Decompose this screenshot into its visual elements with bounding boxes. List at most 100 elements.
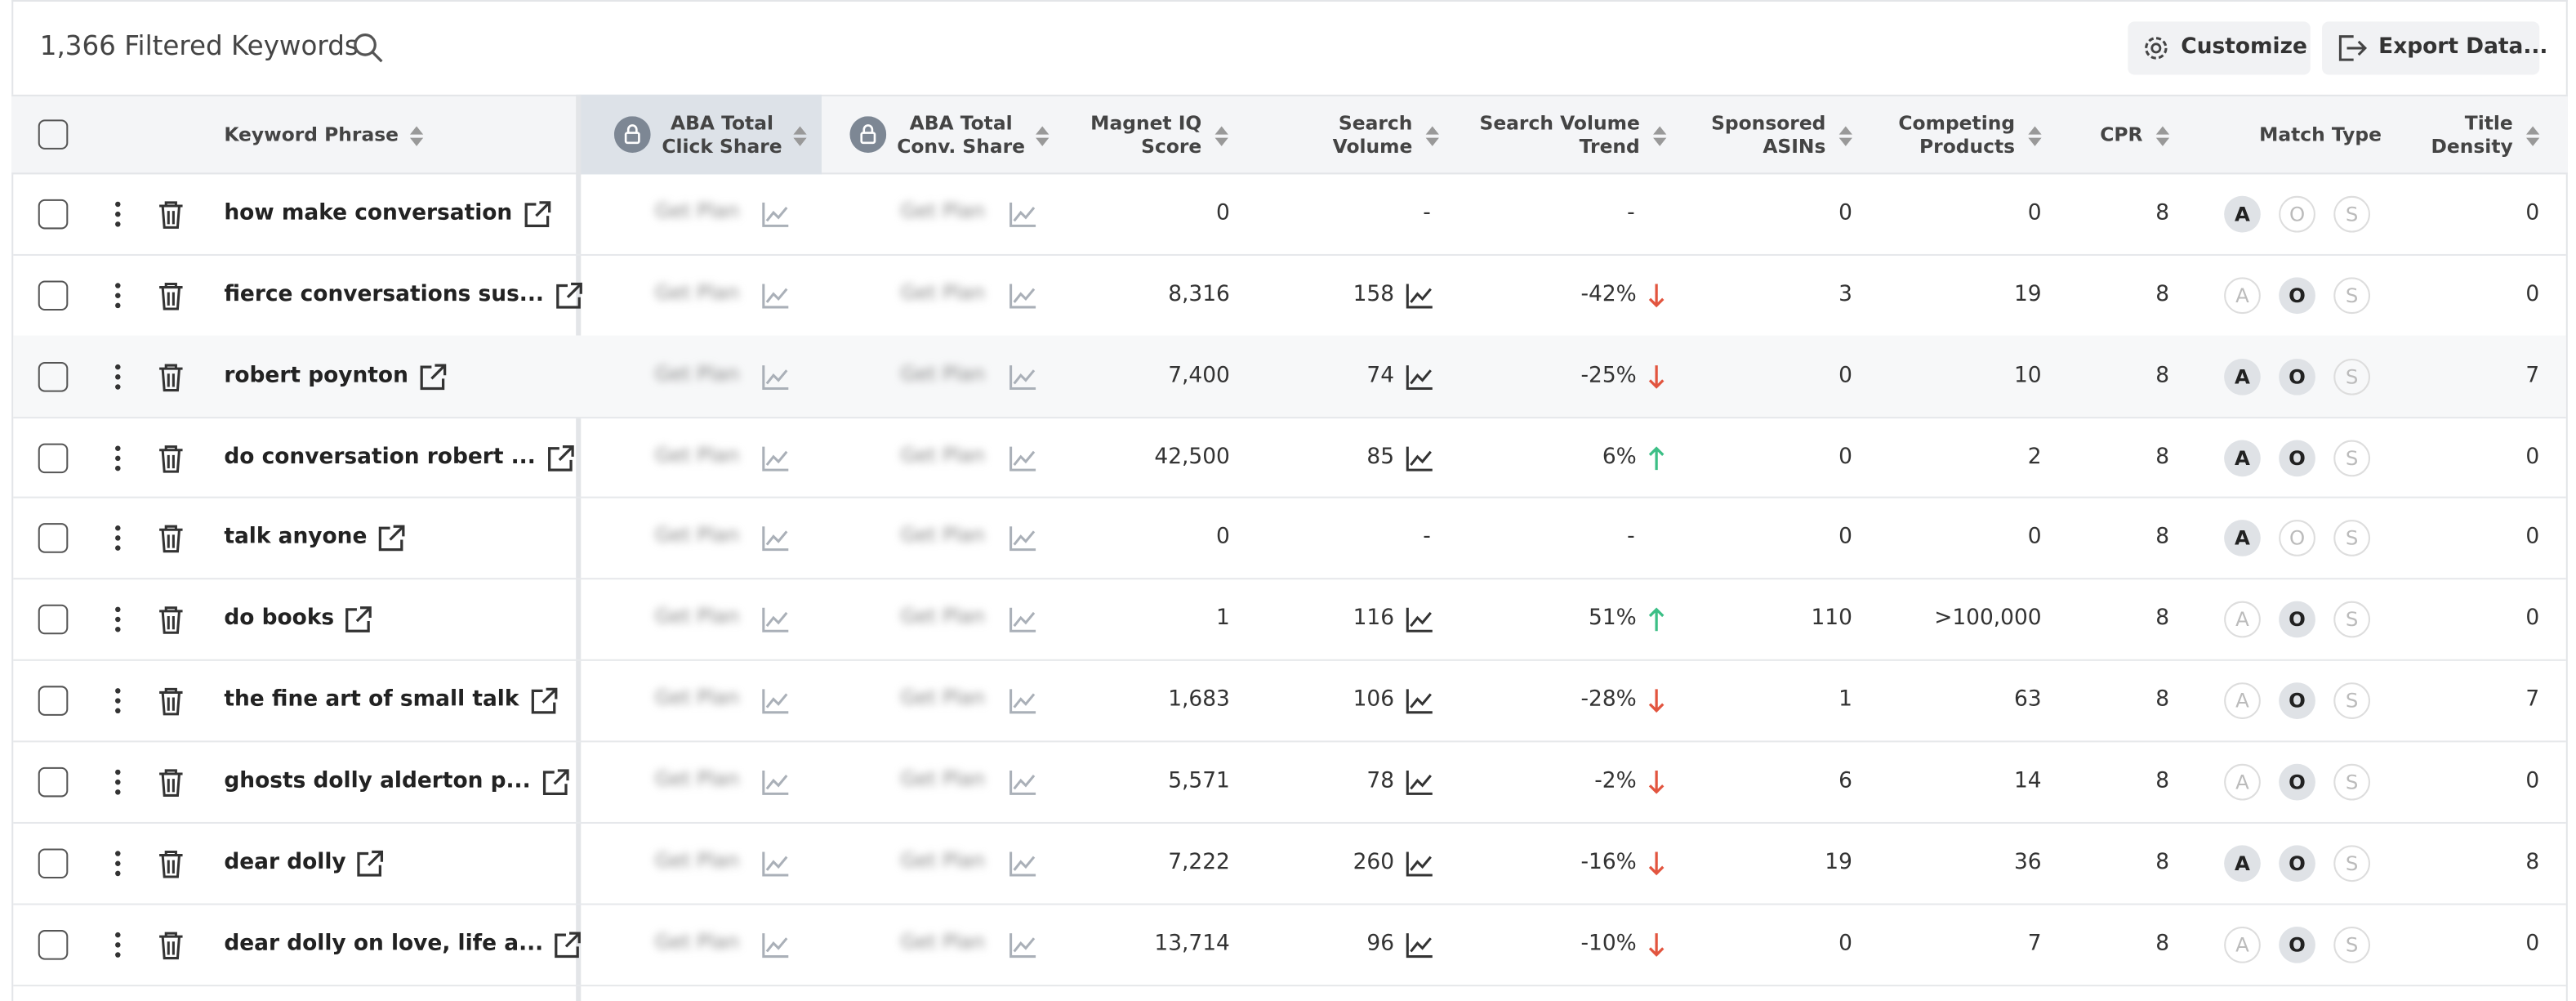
keyword-phrase[interactable]: dear dolly [224,850,346,875]
row-checkbox[interactable] [38,199,69,230]
column-header[interactable]: ABA Total Conv. Share [897,111,1025,158]
delete-icon[interactable] [158,199,185,230]
trend-chart-icon[interactable] [762,201,791,228]
delete-icon[interactable] [158,361,185,391]
row-menu[interactable] [111,848,124,878]
trend-chart-icon[interactable] [1406,769,1434,796]
open-link-icon[interactable] [344,605,374,635]
match-type-badge[interactable]: S [2333,601,2370,638]
keyword-phrase[interactable]: how make conversation [224,200,513,226]
row-menu[interactable] [111,524,124,554]
match-type-badge[interactable]: S [2333,439,2370,476]
match-type-badge[interactable]: A [2224,763,2261,801]
sort-icon[interactable] [408,123,425,146]
open-link-icon[interactable] [418,361,448,391]
row-menu[interactable] [111,767,124,798]
sort-icon[interactable] [791,123,807,146]
match-type-badge[interactable]: O [2279,439,2315,476]
column-header[interactable]: Competing Products [1898,111,2015,158]
row-menu[interactable] [111,280,124,311]
open-link-icon[interactable] [355,848,386,878]
delete-icon[interactable] [158,443,185,473]
column-header[interactable]: Title Density [2431,111,2513,158]
match-type-badge[interactable]: S [2333,358,2370,395]
keyword-phrase[interactable]: do books [224,606,335,632]
row-menu[interactable] [111,199,124,230]
row-checkbox[interactable] [38,848,69,878]
row-checkbox[interactable] [38,523,69,554]
delete-icon[interactable] [158,605,185,635]
match-type-badge[interactable]: O [2279,926,2315,963]
open-link-icon[interactable] [377,524,407,554]
row-checkbox[interactable] [38,280,69,311]
open-link-icon[interactable] [546,443,577,473]
trend-chart-icon[interactable] [1406,931,1434,958]
sort-icon[interactable] [2155,123,2171,146]
trend-chart-icon[interactable] [1406,282,1434,309]
trend-chart-icon[interactable] [1009,363,1038,390]
open-link-icon[interactable] [555,280,585,311]
keyword-phrase[interactable]: fierce conversations sus... [224,282,544,307]
row-checkbox[interactable] [38,605,69,635]
column-header[interactable]: Search Volume [1333,111,1413,158]
trend-chart-icon[interactable] [762,931,791,958]
trend-chart-icon[interactable] [1406,850,1434,877]
match-type-badge[interactable]: O [2279,195,2315,233]
match-type-badge[interactable]: O [2279,682,2315,720]
export-button[interactable]: Export Data... [2322,21,2547,75]
row-menu[interactable] [111,686,124,716]
open-link-icon[interactable] [553,929,583,959]
trend-chart-icon[interactable] [1009,850,1038,877]
trend-chart-icon[interactable] [1406,606,1434,633]
match-type-badge[interactable]: A [2224,520,2261,557]
sort-icon[interactable] [1651,123,1668,146]
row-checkbox[interactable] [38,766,69,798]
trend-chart-icon[interactable] [1009,201,1038,228]
select-all-checkbox[interactable] [38,119,69,150]
match-type-badge[interactable]: A [2224,277,2261,314]
delete-icon[interactable] [158,848,185,878]
sort-icon[interactable] [2525,123,2541,146]
row-checkbox[interactable] [38,361,69,391]
trend-chart-icon[interactable] [1406,363,1434,390]
trend-chart-icon[interactable] [762,525,791,552]
match-type-badge[interactable]: O [2279,277,2315,314]
keyword-phrase[interactable]: the fine art of small talk [224,687,519,713]
delete-icon[interactable] [158,929,185,959]
keyword-phrase[interactable]: do conversation robert ... [224,444,536,470]
sort-icon[interactable] [1838,123,1854,146]
row-checkbox[interactable] [38,929,69,959]
trend-chart-icon[interactable] [762,769,791,796]
row-checkbox[interactable] [38,442,69,473]
match-type-badge[interactable]: A [2224,601,2261,638]
row-checkbox[interactable] [38,686,69,717]
match-type-badge[interactable]: A [2224,682,2261,720]
open-link-icon[interactable] [523,199,553,230]
match-type-badge[interactable]: S [2333,926,2370,963]
column-header[interactable]: Keyword Phrase [224,123,399,145]
trend-chart-icon[interactable] [762,606,791,633]
trend-chart-icon[interactable] [1009,606,1038,633]
match-type-badge[interactable]: O [2279,520,2315,557]
match-type-badge[interactable]: S [2333,763,2370,801]
match-type-badge[interactable]: O [2279,601,2315,638]
match-type-badge[interactable]: S [2333,682,2370,720]
match-type-badge[interactable]: O [2279,763,2315,801]
trend-chart-icon[interactable] [1009,525,1038,552]
match-type-badge[interactable]: A [2224,439,2261,476]
trend-chart-icon[interactable] [762,445,791,471]
match-type-badge[interactable]: O [2279,844,2315,882]
row-menu[interactable] [111,929,124,959]
sort-icon[interactable] [2026,123,2043,146]
sort-icon[interactable] [1214,123,1230,146]
match-type-badge[interactable]: O [2279,358,2315,395]
match-type-badge[interactable]: S [2333,195,2370,233]
trend-chart-icon[interactable] [762,850,791,877]
trend-chart-icon[interactable] [1009,769,1038,796]
open-link-icon[interactable] [529,686,559,716]
match-type-badge[interactable]: S [2333,520,2370,557]
delete-icon[interactable] [158,524,185,554]
keyword-phrase[interactable]: ghosts dolly alderton p... [224,768,531,794]
match-type-badge[interactable]: A [2224,195,2261,233]
column-header[interactable]: Match Type [2259,123,2382,145]
